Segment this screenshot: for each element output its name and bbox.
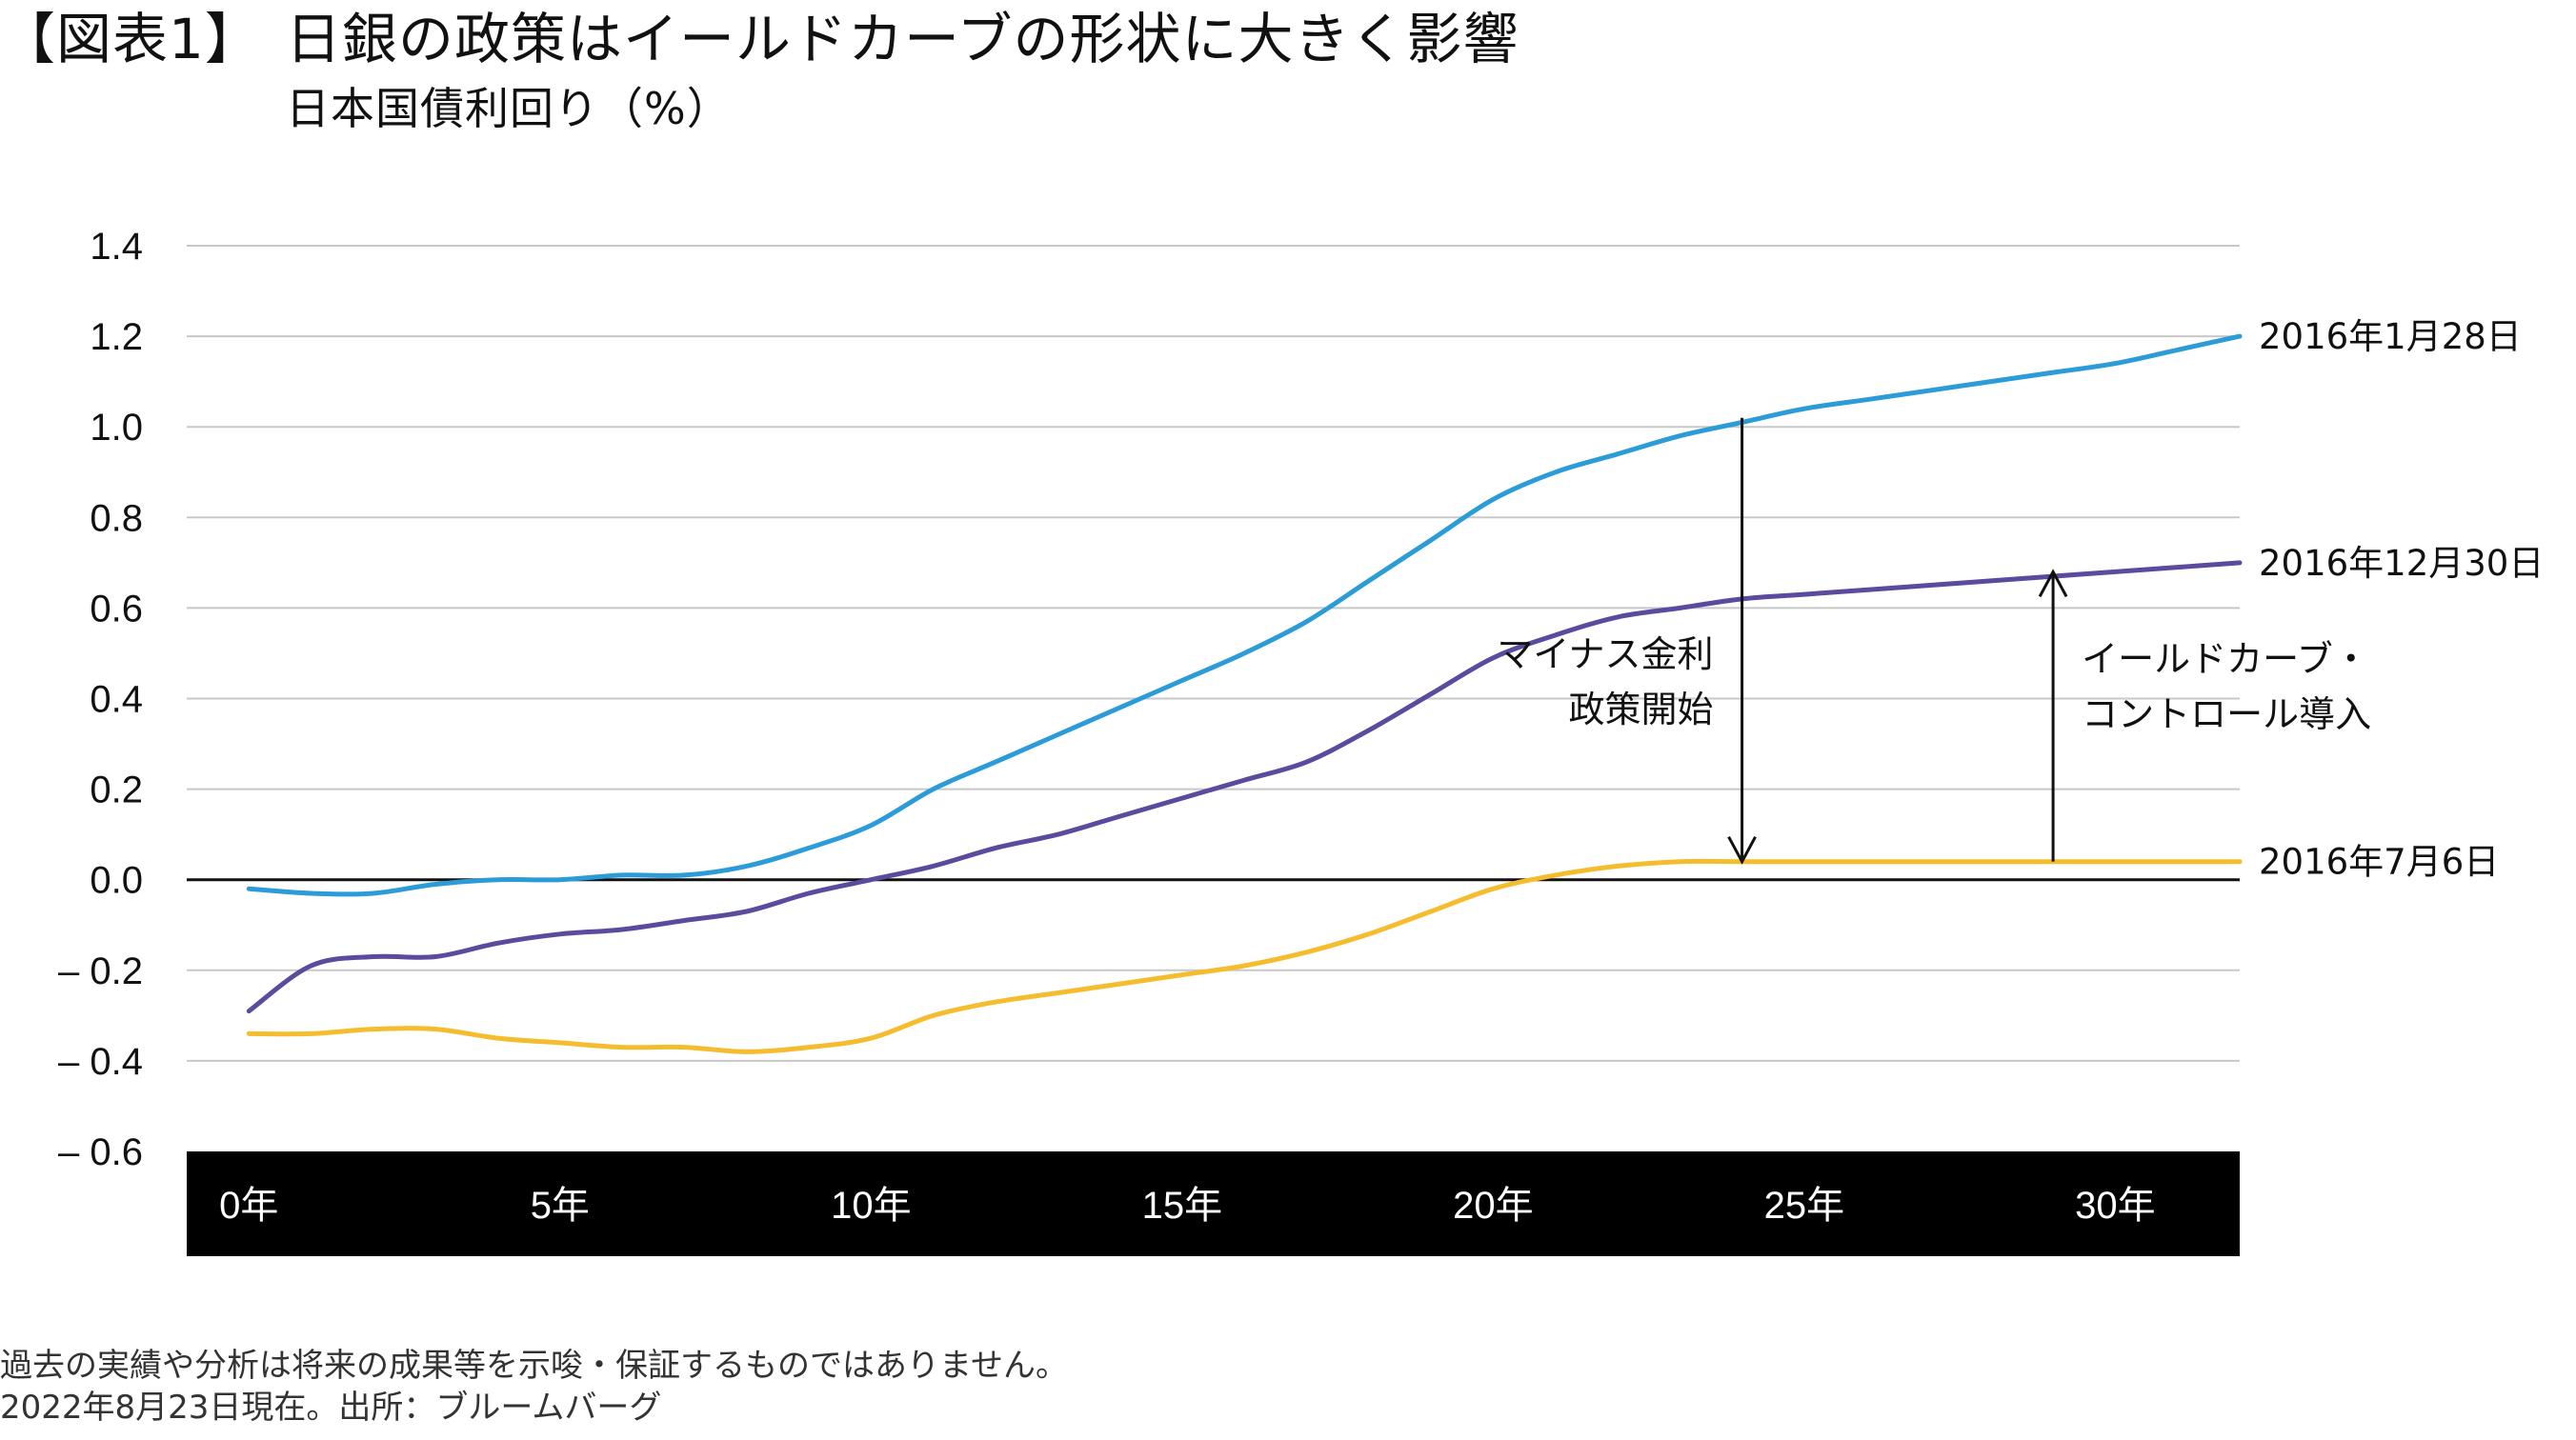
annotation-ycc-text: コントロール導入 (2082, 693, 2371, 735)
figure-label: 【図表1】 (0, 7, 261, 71)
x-tick-label: 25年 (1764, 1185, 1845, 1227)
y-tick-label: 0.0 (90, 860, 143, 902)
y-tick-label: 0.6 (90, 588, 143, 630)
y-tick-label: – 0.2 (58, 950, 143, 992)
y-tick-label: 1.0 (90, 407, 143, 449)
series-line-jul06 (246, 858, 2243, 1054)
x-tick-label: 5年 (531, 1185, 590, 1227)
x-tick-label: 20年 (1453, 1185, 1534, 1227)
series-label-jul06: 2016年7月6日 (2259, 842, 2499, 883)
series-labels: 2016年1月28日 2016年12月30日 2016年7月6日 (2259, 316, 2544, 883)
chart-title: 【図表1】 日銀の政策はイールドカーブの形状に大きく影響 (0, 6, 1519, 72)
series-line-jan28 (246, 333, 2243, 897)
series-label-dec30: 2016年12月30日 (2259, 543, 2544, 584)
x-axis-band (187, 1151, 2240, 1256)
y-axis-ticks: 1.4 1.2 1.0 0.8 0.6 0.4 0.2 0.0 – 0.2 – 0.4 – 0.6 (58, 226, 143, 1173)
arrow-head (2038, 569, 2068, 598)
annotation-negative-rate-text: 政策開始 (1569, 689, 1714, 730)
y-tick-label: 0.4 (90, 679, 143, 721)
series-line-dec30 (246, 560, 2243, 1014)
y-tick-label: – 0.6 (58, 1131, 143, 1173)
chart-subtitle: 日本国債利回り（%） (286, 83, 732, 134)
y-tick-label: 0.2 (90, 770, 143, 811)
x-tick-label: 15年 (1142, 1185, 1223, 1227)
y-tick-label: 1.2 (90, 316, 143, 358)
arrow-negative-rate (1727, 417, 1757, 865)
x-tick-label: 10年 (831, 1185, 912, 1227)
y-tick-label: 0.8 (90, 497, 143, 539)
y-tick-label: – 0.4 (58, 1041, 143, 1083)
series-lines (246, 333, 2243, 1054)
series-label-jan28: 2016年1月28日 (2259, 316, 2522, 357)
annotation-ycc-text: イールドカーブ・ (2082, 638, 2369, 680)
y-tick-label: 1.4 (90, 226, 143, 268)
x-axis-ticks: 0年 5年 10年 15年 20年 25年 30年 (219, 1185, 2155, 1227)
annotation-negative-rate-text: マイナス金利 (1497, 633, 1713, 675)
arrow-ycc (2038, 569, 2068, 862)
disclaimer-note: 過去の実績や分析は将来の成果等を示唆・保証するものではありません。 (0, 1347, 1068, 1385)
figure-title: 日銀の政策はイールドカーブの形状に大きく影響 (286, 7, 1519, 71)
gridlines (187, 245, 2240, 1062)
arrow-head (1727, 835, 1757, 865)
x-tick-label: 30年 (2075, 1185, 2156, 1227)
x-tick-label: 0年 (219, 1185, 278, 1227)
source-note: 2022年8月23日現在。出所：ブルームバーグ (0, 1389, 662, 1427)
